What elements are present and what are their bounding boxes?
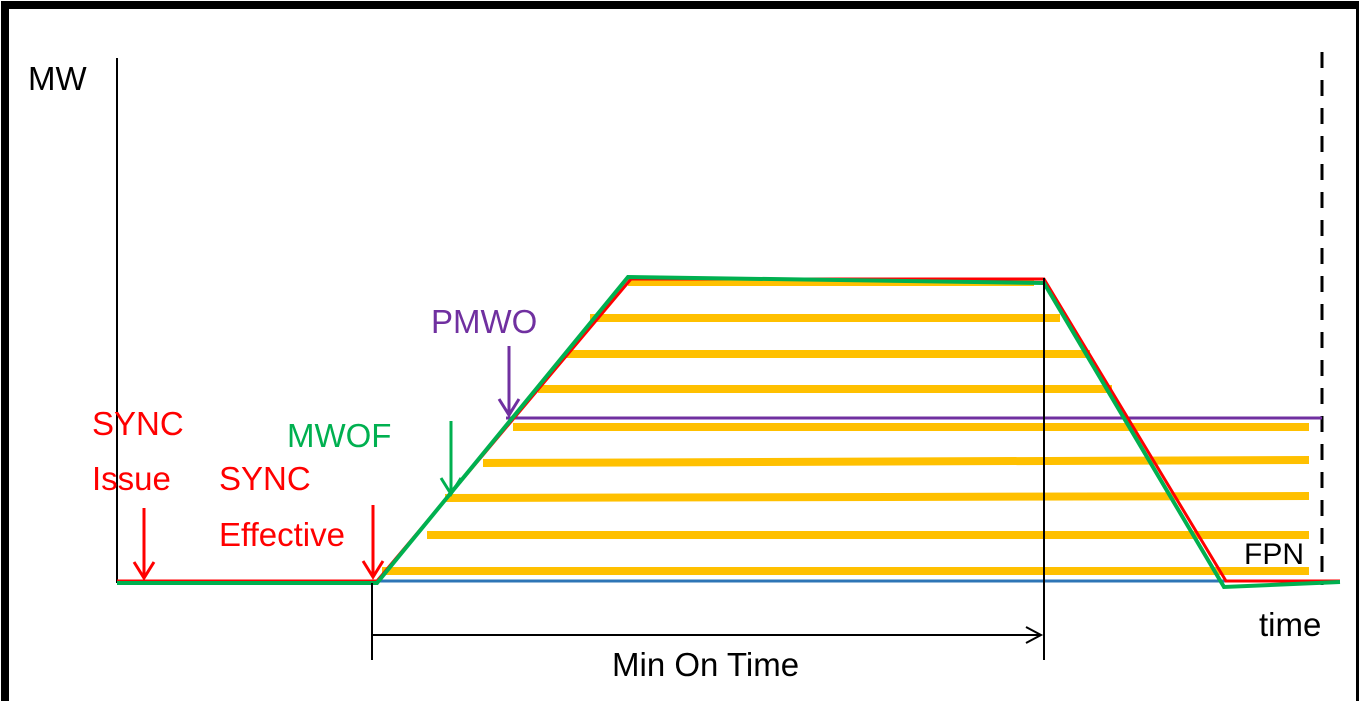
mwof-arrowhead <box>439 477 463 497</box>
fpn-label: FPN <box>1244 538 1304 571</box>
pmwo-label: PMWO <box>431 303 537 340</box>
x-axis-label: time <box>1259 606 1321 643</box>
sync-issue-arrowhead <box>132 561 156 581</box>
min-on-time-label: Min On Time <box>612 646 799 683</box>
band-6 <box>482 456 1310 467</box>
band-7 <box>444 492 1310 502</box>
sync-effective-label-line2: Effective <box>219 516 345 553</box>
mwof-profile <box>117 274 1341 590</box>
sync-effective-arrowhead <box>361 560 385 580</box>
sync-effective-label-line1: SYNC <box>219 460 311 497</box>
sync-issue-label-line2: Issue <box>92 460 171 497</box>
y-axis-label: MW <box>28 60 87 97</box>
sync-issue-label-line1: SYNC <box>92 405 184 442</box>
mwof-label: MWOF <box>287 417 391 454</box>
min-on-time-arrowhead <box>1025 626 1044 644</box>
pmwo-arrowhead <box>497 398 521 418</box>
